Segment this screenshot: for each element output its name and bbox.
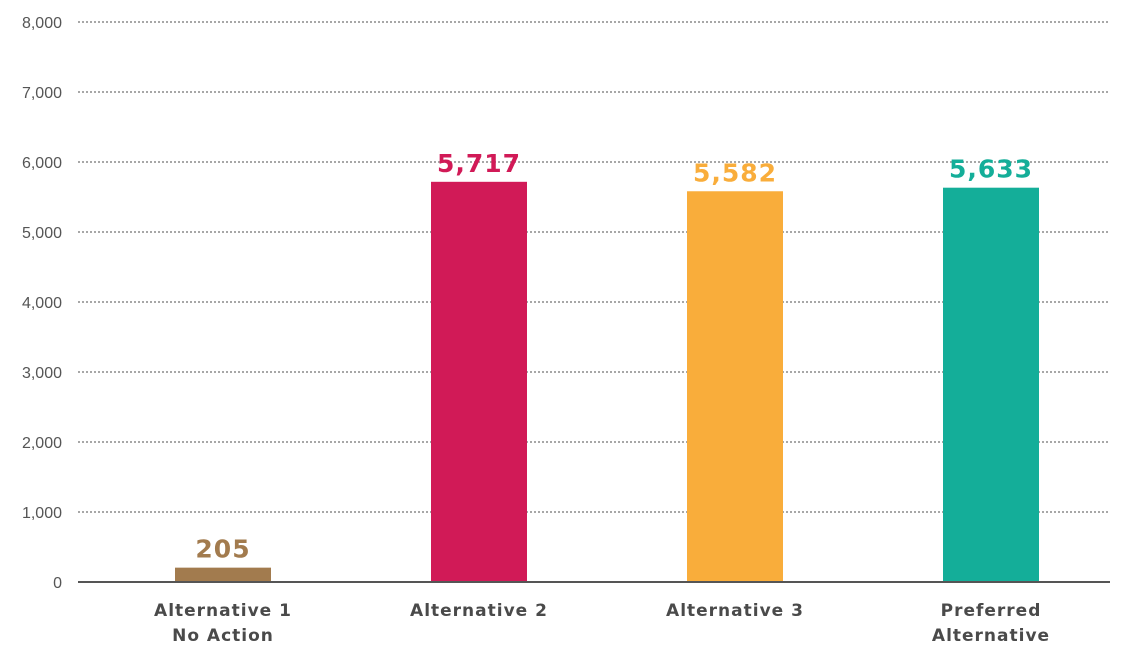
category-label-line: Preferred	[941, 601, 1042, 621]
y-tick-label: 2,000	[22, 435, 62, 452]
bar-value-label: 5,633	[949, 155, 1033, 184]
category-label-line: Alternative	[932, 626, 1050, 645]
y-axis-tick-labels: 0 1,000 2,000 3,000 4,000 5,000 6,000 7,000 8,00…	[22, 15, 62, 592]
category-label-line: Alternative 3	[666, 601, 804, 621]
bar	[431, 181, 527, 582]
bar	[175, 567, 271, 582]
category-label: Preferred Alternative	[932, 601, 1050, 645]
x-axis-category-labels: Alternative 1 No Action Alternative 2 Alter…	[154, 601, 1050, 645]
bar	[687, 191, 783, 582]
bar-value-label: 205	[195, 535, 250, 564]
bar-value-label: 5,717	[437, 149, 521, 178]
category-label: Alternative 2	[410, 601, 548, 621]
bar	[943, 187, 1039, 582]
gridlines	[78, 21, 1110, 513]
category-label: Alternative 1 No Action	[154, 601, 292, 645]
y-tick-label: 1,000	[22, 505, 62, 522]
data-labels: 205 5,717 5,582 5,633	[195, 149, 1033, 564]
y-tick-label: 7,000	[22, 85, 62, 102]
category-label: Alternative 3	[666, 601, 804, 621]
category-label-line: Alternative 1	[154, 601, 292, 621]
y-tick-label: 3,000	[22, 365, 62, 382]
y-tick-label: 5,000	[22, 225, 62, 242]
y-tick-label: 6,000	[22, 155, 62, 172]
y-tick-label: 4,000	[22, 295, 62, 312]
category-label-line: Alternative 2	[410, 601, 548, 621]
bars	[175, 181, 1039, 582]
y-tick-label: 8,000	[22, 15, 62, 32]
y-tick-label: 0	[53, 575, 62, 592]
category-label-line: No Action	[172, 626, 274, 645]
bar-value-label: 5,582	[693, 158, 777, 187]
